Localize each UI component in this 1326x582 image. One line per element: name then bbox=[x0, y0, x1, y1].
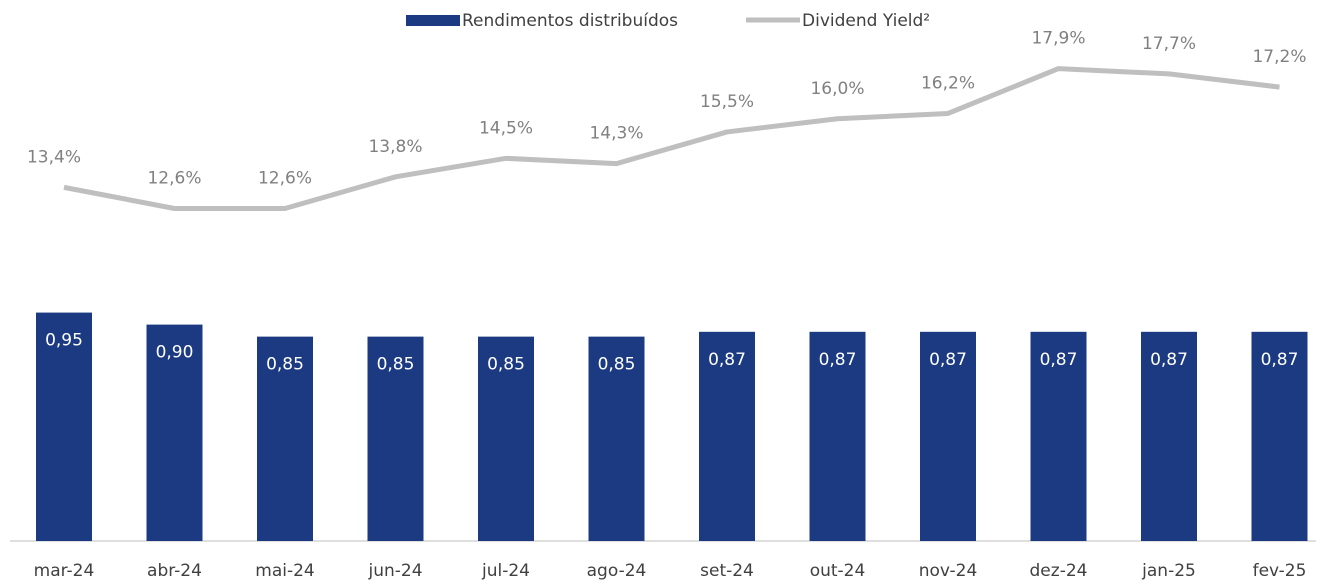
x-tick-label: nov-24 bbox=[919, 561, 978, 581]
line-label: 17,2% bbox=[1252, 47, 1306, 67]
legend-swatch bbox=[406, 15, 460, 26]
line-label: 17,9% bbox=[1031, 29, 1085, 49]
line-label: 17,7% bbox=[1142, 34, 1196, 54]
bar-label: 0,87 bbox=[1261, 350, 1299, 370]
bar-label: 0,85 bbox=[377, 355, 415, 375]
x-tick-label: mar-24 bbox=[34, 561, 95, 581]
line-label: 16,0% bbox=[810, 79, 864, 99]
bar bbox=[1251, 331, 1308, 541]
x-tick-label: out-24 bbox=[810, 561, 866, 581]
line-label: 15,5% bbox=[700, 92, 754, 112]
x-tick-label: mai-24 bbox=[255, 561, 314, 581]
legend-label: Rendimentos distribuídos bbox=[462, 11, 678, 31]
line-label: 13,4% bbox=[27, 147, 81, 167]
bar-label: 0,90 bbox=[156, 343, 194, 363]
line-label: 16,2% bbox=[921, 73, 975, 93]
line-label: 12,6% bbox=[147, 168, 201, 188]
bar bbox=[809, 331, 866, 541]
legend-label: Dividend Yield² bbox=[802, 11, 930, 31]
bar-label: 0,95 bbox=[45, 331, 83, 351]
x-tick-label: jun-24 bbox=[367, 561, 422, 581]
x-tick-label: jan-25 bbox=[1141, 561, 1196, 581]
bar-label: 0,87 bbox=[929, 350, 967, 370]
bar bbox=[1141, 331, 1197, 541]
bar-label: 0,87 bbox=[1150, 350, 1188, 370]
line-label: 12,6% bbox=[258, 168, 312, 188]
bar-label: 0,85 bbox=[266, 355, 304, 375]
bar bbox=[920, 331, 976, 541]
bar-label: 0,87 bbox=[708, 350, 746, 370]
bar bbox=[367, 336, 424, 541]
x-tick-label: jul-24 bbox=[481, 561, 530, 581]
line-label: 14,3% bbox=[589, 124, 643, 144]
x-tick-label: ago-24 bbox=[587, 561, 647, 581]
line bbox=[63, 66, 1280, 211]
bar-label: 0,87 bbox=[1040, 350, 1078, 370]
bar-label: 0,85 bbox=[598, 355, 636, 375]
x-tick-label: fev-25 bbox=[1253, 561, 1307, 581]
bar bbox=[588, 336, 645, 541]
bar bbox=[1030, 331, 1087, 541]
x-tick-label: dez-24 bbox=[1030, 561, 1088, 581]
x-tick-label: abr-24 bbox=[147, 561, 202, 581]
bar bbox=[478, 336, 534, 541]
bar-label: 0,87 bbox=[819, 350, 857, 370]
bar bbox=[36, 312, 92, 541]
line-label: 14,5% bbox=[479, 118, 533, 138]
line-label: 13,8% bbox=[368, 137, 422, 157]
bar-label: 0,85 bbox=[487, 355, 525, 375]
bar bbox=[146, 324, 203, 541]
bar bbox=[699, 331, 755, 541]
bar bbox=[257, 336, 313, 541]
x-tick-label: set-24 bbox=[700, 561, 754, 581]
